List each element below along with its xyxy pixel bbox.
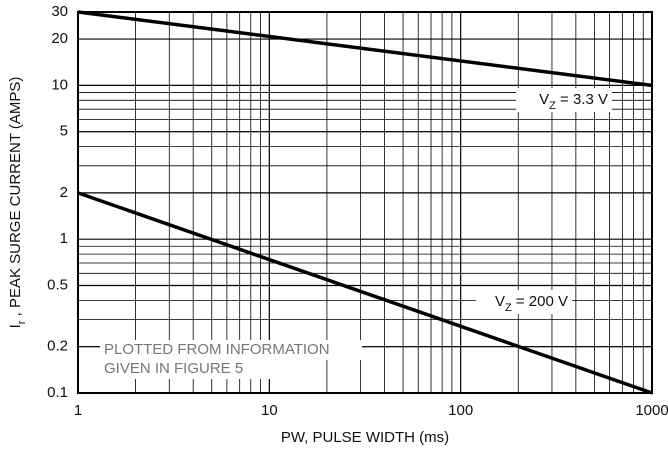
y-tick-label: 10 [51,76,68,93]
x-tick-label: 1 [74,402,82,419]
y-tick-label: 0.2 [47,338,68,355]
y-tick-label: 30 [51,3,68,20]
x-tick-label: 1000 [635,402,668,419]
y-tick-label: 0.1 [47,384,68,401]
y-tick-label: 5 [60,123,68,140]
series-label-rest: = 200 V [512,293,568,310]
y-tick-label: 0.5 [47,276,68,293]
annotation: PLOTTED FROM INFORMATION [104,341,330,358]
series-line [78,12,652,85]
y-tick-label: 20 [51,30,68,47]
x-tick-label: 10 [261,402,278,419]
annotation: GIVEN IN FIGURE 5 [104,360,243,377]
y-tick-label: 1 [60,230,68,247]
series-label-rest: = 3.3 V [556,91,608,108]
y-axis-label: Ir , PEAK SURGE CURRENT (AMPS) [7,77,28,329]
y-axis-label-rest: , PEAK SURGE CURRENT (AMPS) [7,77,24,321]
x-tick-label: 100 [448,402,473,419]
chart: 1 10 100 1000 0.1 0.2 0.5 1 2 5 10 20 30 PW, PULSE WI… [0,0,668,454]
y-tick-label: 2 [60,184,68,201]
series-label-main: V [495,293,505,310]
x-axis-label: PW, PULSE WIDTH (ms) [281,429,449,446]
plot-frame [78,12,652,393]
series-label-main: V [539,91,549,108]
